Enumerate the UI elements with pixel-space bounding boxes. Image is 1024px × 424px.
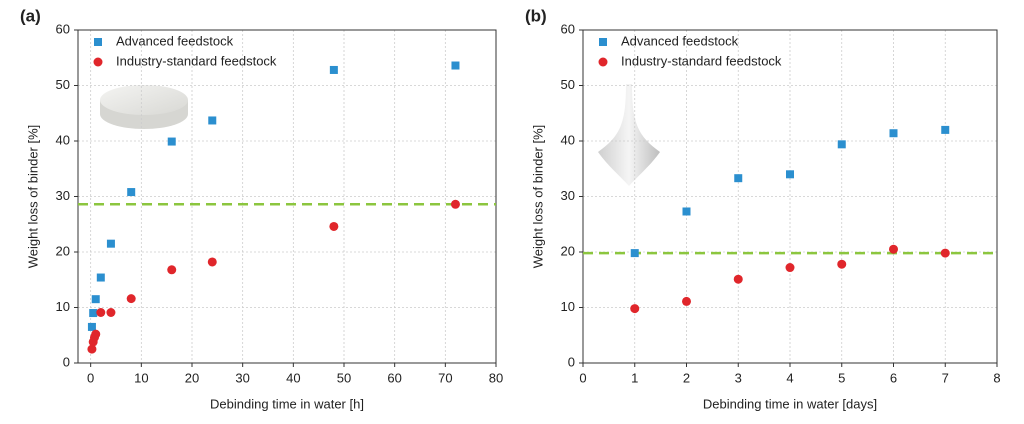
x-tick-label: 6: [890, 370, 897, 385]
x-tick-label: 5: [838, 370, 845, 385]
data-point: [167, 265, 177, 275]
x-tick-label: 0: [87, 370, 94, 385]
data-point: [786, 170, 794, 179]
data-point: [630, 249, 639, 258]
legend-marker: [599, 38, 607, 46]
data-point: [87, 344, 97, 354]
data-point: [91, 295, 100, 304]
data-point: [329, 65, 338, 74]
y-tick-label: 10: [561, 299, 575, 314]
legend-label: Industry-standard feedstock: [621, 53, 782, 68]
y-tick-label: 60: [56, 21, 70, 36]
y-tick-label: 50: [56, 77, 70, 92]
x-tick-label: 20: [185, 370, 199, 385]
y-tick-label: 30: [56, 188, 70, 203]
plot-frame: [77, 29, 497, 364]
data-point: [89, 309, 98, 318]
data-point: [106, 239, 115, 248]
panel-label: (b): [525, 6, 547, 25]
y-tick-label: 50: [561, 77, 575, 92]
data-point: [734, 174, 743, 183]
y-tick-label: 10: [56, 299, 70, 314]
y-tick-label: 20: [561, 243, 575, 258]
panel-label: (a): [20, 6, 41, 25]
legend-marker: [93, 57, 103, 67]
data-point: [889, 244, 898, 254]
x-tick-label: 10: [134, 370, 148, 385]
data-point: [630, 304, 640, 314]
data-point: [96, 273, 105, 282]
x-tick-label: 2: [683, 370, 690, 385]
data-point: [96, 307, 106, 317]
y-tick-label: 30: [561, 188, 575, 203]
y-tick-label: 0: [63, 354, 70, 369]
x-tick-label: 70: [438, 370, 452, 385]
x-axis-label: Debinding time in water [days]: [703, 396, 877, 411]
x-tick-label: 0: [579, 370, 586, 385]
chart-panel: (b) 0 10 20 30 40 50 60 0 1 2 3 4 5 6 7 8 Debinding time …: [525, 6, 1001, 411]
legend-label: Industry-standard feedstock: [116, 53, 277, 68]
disc-illustration: [100, 85, 188, 129]
y-axis-label: Weight loss of binder [%]: [25, 125, 40, 269]
y-tick-label: 40: [56, 132, 70, 147]
x-tick-label: 30: [235, 370, 249, 385]
chart-panel: (a) 0 10 20 30 40 50 60 0 10 20 30 40 50 60 70 80 Debindi…: [20, 6, 503, 411]
legend-marker: [94, 38, 102, 46]
x-tick-label: 80: [489, 370, 503, 385]
data-point: [450, 199, 460, 209]
data-point: [940, 248, 950, 258]
data-point: [451, 61, 460, 70]
x-axis-label: Debinding time in water [h]: [210, 396, 364, 411]
x-tick-label: 8: [993, 370, 1000, 385]
plot-frame: [582, 29, 998, 364]
y-tick-label: 40: [561, 132, 575, 147]
data-point: [208, 116, 217, 125]
data-point: [837, 140, 846, 149]
data-point: [87, 322, 96, 331]
data-point: [785, 263, 795, 273]
data-point: [682, 207, 691, 216]
data-point: [941, 125, 950, 134]
data-point: [733, 274, 743, 284]
spindle-illustration: [598, 84, 660, 186]
data-point: [329, 221, 339, 231]
legend-marker: [598, 57, 608, 67]
x-tick-label: 60: [387, 370, 401, 385]
data-point: [837, 259, 847, 269]
x-tick-label: 7: [942, 370, 949, 385]
y-axis-label: Weight loss of binder [%]: [530, 125, 545, 269]
data-point: [127, 188, 136, 197]
data-point: [207, 257, 217, 267]
y-tick-label: 60: [561, 21, 575, 36]
x-tick-label: 40: [286, 370, 300, 385]
x-tick-label: 4: [786, 370, 793, 385]
y-tick-label: 0: [568, 354, 575, 369]
data-point: [682, 296, 691, 306]
x-tick-label: 1: [631, 370, 638, 385]
x-tick-label: 50: [337, 370, 351, 385]
x-tick-label: 3: [735, 370, 742, 385]
data-point: [91, 329, 101, 339]
y-tick-label: 20: [56, 243, 70, 258]
data-point: [167, 137, 176, 146]
legend-label: Advanced feedstock: [116, 33, 234, 48]
data-point: [126, 294, 136, 304]
data-point: [889, 129, 898, 138]
data-point: [106, 307, 116, 317]
legend-label: Advanced feedstock: [621, 33, 739, 48]
